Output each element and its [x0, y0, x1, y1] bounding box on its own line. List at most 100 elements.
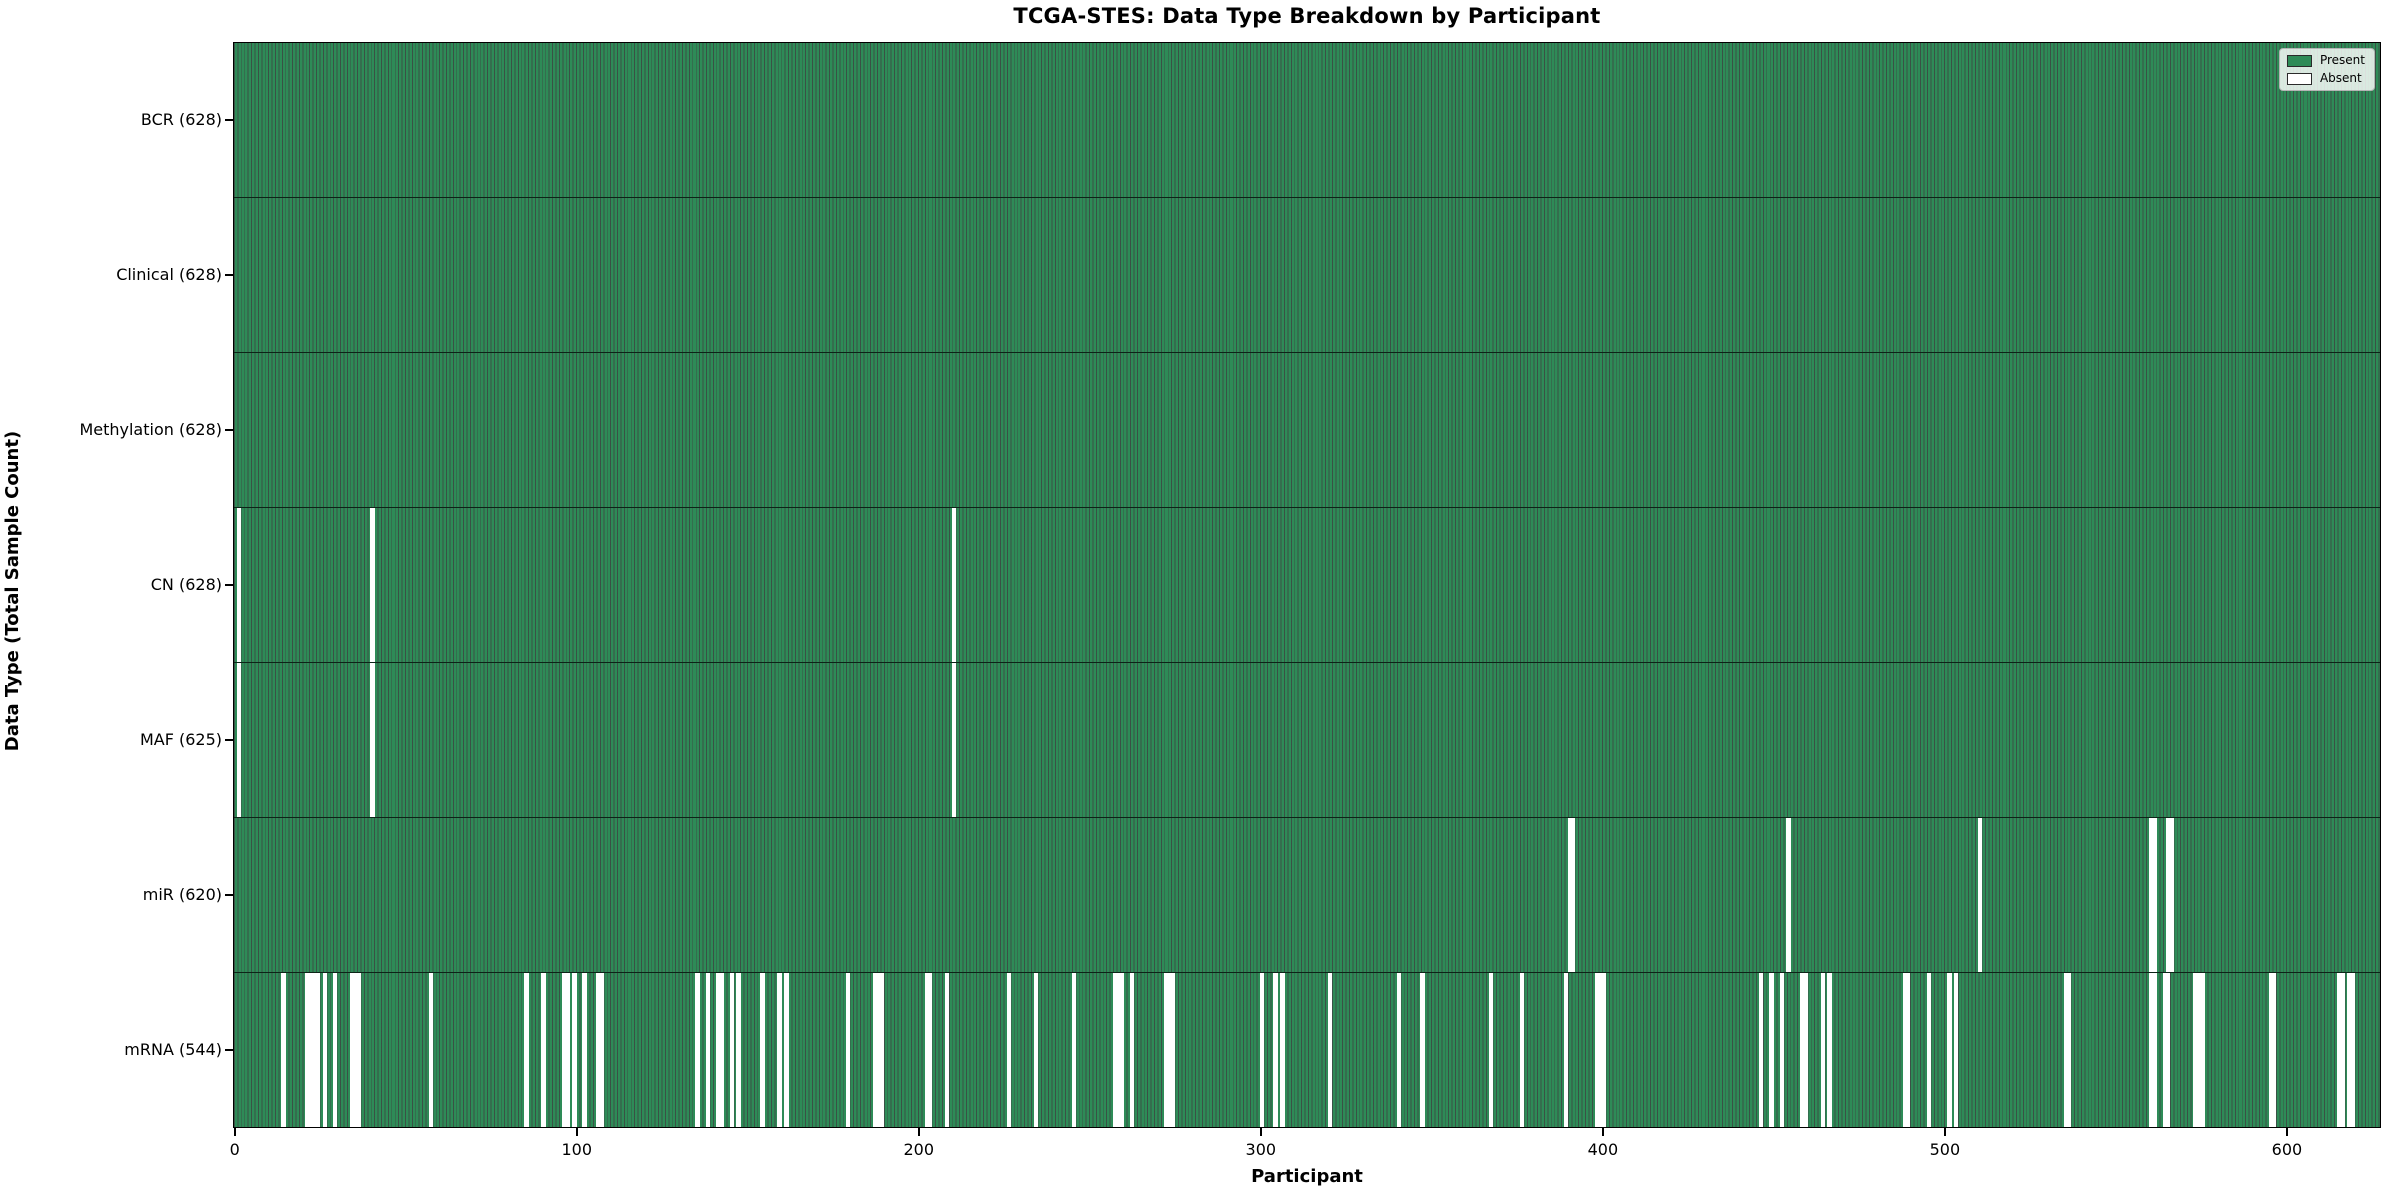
- absent-gap: [2337, 973, 2342, 1127]
- absent-gap: [695, 973, 700, 1127]
- absent-gap: [1420, 973, 1425, 1127]
- x-tick-label: 300: [1245, 1140, 1277, 1159]
- absent-gap: [1071, 973, 1076, 1127]
- absent-gap: [2149, 818, 2154, 972]
- absent-gap: [705, 973, 710, 1127]
- absent-gap: [565, 973, 570, 1127]
- absent-gap: [1564, 973, 1569, 1127]
- absent-gap: [1170, 973, 1176, 1127]
- absent-gap: [2193, 973, 2198, 1127]
- absent-gap: [2166, 973, 2171, 1127]
- absent-gap: [2066, 973, 2072, 1127]
- absent-gap: [305, 973, 310, 1127]
- absent-gap: [370, 663, 375, 817]
- absent-gap: [1598, 973, 1603, 1127]
- absent-gap: [322, 973, 327, 1127]
- y-tick-label: Methylation (628): [79, 419, 222, 439]
- absent-gap: [1280, 973, 1285, 1127]
- y-tick-mark: [225, 118, 233, 121]
- matrix-row-maf: [234, 663, 2380, 818]
- absent-gap: [951, 663, 957, 817]
- x-tick-mark: [575, 1128, 578, 1136]
- absent-gap: [1977, 818, 1983, 972]
- absent-gap: [1259, 973, 1265, 1127]
- matrix-row-methylation: [234, 353, 2380, 508]
- absent-gap: [2152, 818, 2157, 972]
- y-tick-label: miR (620): [142, 885, 222, 905]
- absent-gap: [1769, 973, 1774, 1127]
- absent-gap: [924, 973, 929, 1127]
- x-tick-mark: [2285, 1128, 2288, 1136]
- absent-gap: [1570, 818, 1576, 972]
- matrix-row-bcr: [234, 43, 2380, 198]
- x-tick-mark: [1943, 1128, 1946, 1136]
- absent-gap: [1827, 973, 1832, 1127]
- absent-gap: [349, 973, 355, 1127]
- absent-gap: [237, 508, 242, 662]
- absent-gap: [845, 973, 851, 1127]
- y-tick-mark: [225, 1049, 233, 1052]
- absent-gap: [1129, 973, 1135, 1127]
- absent-gap: [1488, 973, 1494, 1127]
- absent-gap: [1119, 973, 1124, 1127]
- absent-gap: [2149, 973, 2154, 1127]
- legend-label-present: Present: [2319, 53, 2365, 67]
- x-tick-mark: [1259, 1128, 1262, 1136]
- absent-gap: [541, 973, 546, 1127]
- absent-gap: [356, 973, 362, 1127]
- x-tick-mark: [1601, 1128, 1604, 1136]
- y-tick-label: Clinical (628): [116, 264, 222, 284]
- absent-gap: [1116, 973, 1121, 1127]
- absent-gap: [1902, 973, 1908, 1127]
- matrix-row-mir: [234, 818, 2380, 973]
- absent-gap: [308, 973, 314, 1127]
- x-tick-label: 600: [2271, 1140, 2303, 1159]
- absent-gap: [1786, 818, 1791, 972]
- absent-gap: [1006, 973, 1011, 1127]
- legend-item-present: Present: [2286, 53, 2365, 67]
- absent-gap: [332, 973, 338, 1127]
- absent-gap: [281, 973, 286, 1127]
- x-tick-label: 200: [903, 1140, 935, 1159]
- absent-gap: [876, 973, 881, 1127]
- absent-gap: [596, 973, 601, 1127]
- matrix-row-clinical: [234, 198, 2380, 353]
- x-tick-mark: [233, 1128, 236, 1136]
- absent-gap: [945, 973, 950, 1127]
- absent-gap: [719, 973, 724, 1127]
- y-tick-mark: [225, 739, 233, 742]
- absent-gap: [873, 973, 878, 1127]
- absent-gap: [1800, 973, 1805, 1127]
- absent-gap: [1519, 973, 1524, 1127]
- absent-gap: [729, 973, 734, 1127]
- absent-gap: [1167, 973, 1172, 1127]
- absent-gap: [1803, 973, 1808, 1127]
- absent-gap: [951, 508, 957, 662]
- absent-gap: [1396, 973, 1401, 1127]
- absent-gap: [2152, 973, 2157, 1127]
- legend-swatch-present-icon: [2286, 54, 2312, 67]
- x-tick-label: 0: [229, 1140, 240, 1159]
- absent-gap: [927, 973, 933, 1127]
- matrix-row-cn: [234, 508, 2380, 663]
- absent-gap: [2268, 973, 2274, 1127]
- absent-gap: [1033, 973, 1039, 1127]
- absent-gap: [582, 973, 587, 1127]
- y-tick-label: CN (628): [150, 575, 222, 594]
- y-tick-label: mRNA (544): [124, 1040, 222, 1060]
- absent-gap: [1906, 973, 1911, 1127]
- absent-gap: [370, 508, 375, 662]
- absent-gap: [1820, 973, 1825, 1127]
- y-tick-mark: [225, 428, 233, 431]
- absent-gap: [1947, 973, 1952, 1127]
- absent-gap: [2063, 973, 2068, 1127]
- absent-gap: [784, 973, 789, 1127]
- chart-title: TCGA-STES: Data Type Breakdown by Partic…: [1013, 4, 1601, 28]
- absent-gap: [1759, 973, 1764, 1127]
- absent-gap: [2347, 973, 2352, 1127]
- absent-gap: [1779, 973, 1784, 1127]
- legend-item-absent: Absent: [2286, 72, 2365, 85]
- absent-gap: [1594, 973, 1600, 1127]
- absent-gap: [353, 973, 358, 1127]
- absent-gap: [572, 973, 577, 1127]
